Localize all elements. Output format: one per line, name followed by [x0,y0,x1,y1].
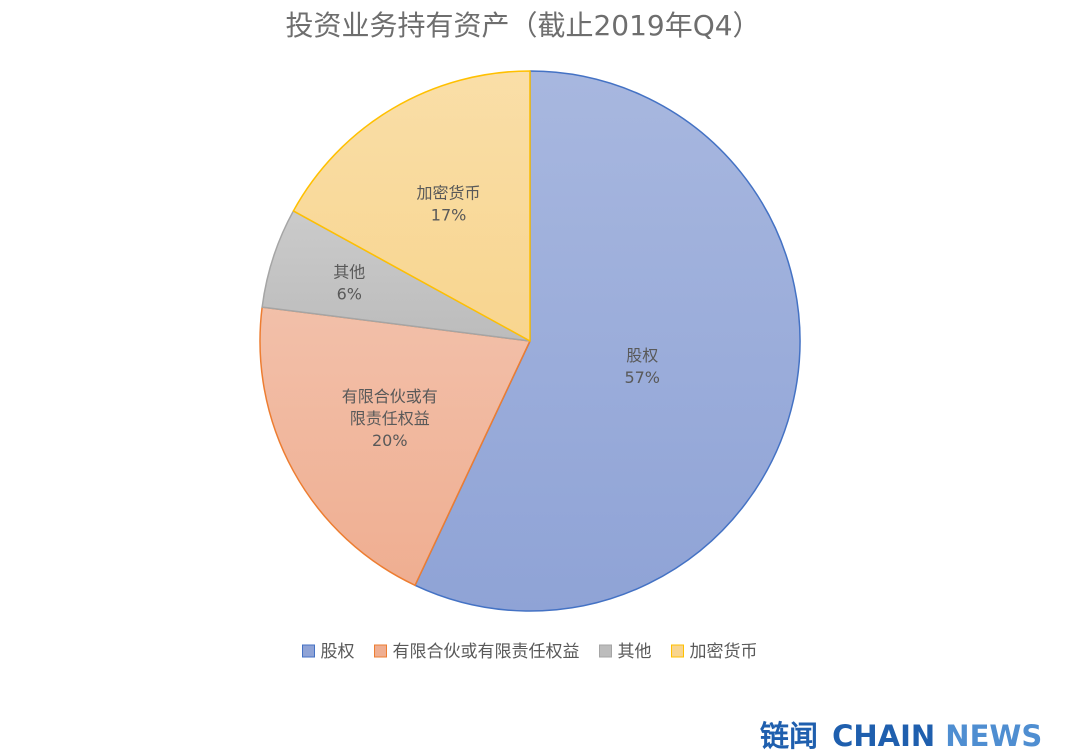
slice-value-label: 20% [372,431,408,450]
legend-swatch [671,644,684,658]
chainnews-logo: 链闻 CHAIN NEWS [760,719,1042,753]
pie-slice-2 [259,306,531,587]
pie-slice-4 [292,70,531,342]
slice-value-label: 17% [431,205,467,224]
chart-legend: 股权 有限合伙或有限责任权益 其他 加密货币 [302,642,758,662]
legend-swatch [302,644,315,658]
chart-title: 投资业务持有资产（截止2019年Q4） [285,9,760,42]
pie-slice-labels: 股权 57% 有限合伙或有限责任权益 20% 其他 6% 加密货币 17% [333,183,660,450]
legend-label: 股权 [321,642,355,662]
pie-slices [259,70,801,612]
legend-label: 有限合伙或有限责任权益 [393,642,580,662]
slice-category-label: 有限合伙或有 [342,387,438,406]
slice-category-label: 限责任权益 [350,409,430,428]
pie-slice-1 [414,70,801,612]
legend-swatch [374,644,387,658]
slice-category-label: 其他 [333,262,365,281]
brand-chinese: 链闻 [760,719,818,753]
slice-category-label: 股权 [626,346,658,365]
legend-swatch [599,644,612,658]
legend-item: 有限合伙或有限责任权益 [374,642,580,662]
legend-item: 股权 [302,642,355,662]
legend-label: 加密货币 [690,642,758,662]
brand-chain: CHAIN [832,719,935,753]
slice-value-label: 6% [337,284,362,303]
slice-category-label: 加密货币 [417,183,481,202]
legend-item: 其他 [599,642,652,662]
legend-item: 加密货币 [671,642,758,662]
brand-news: NEWS [945,719,1042,753]
legend-label: 其他 [618,642,652,662]
svg-text:链闻 CHAIN NEWS: 链闻 CHAIN NEWS [760,719,1042,753]
slice-value-label: 57% [624,368,660,387]
